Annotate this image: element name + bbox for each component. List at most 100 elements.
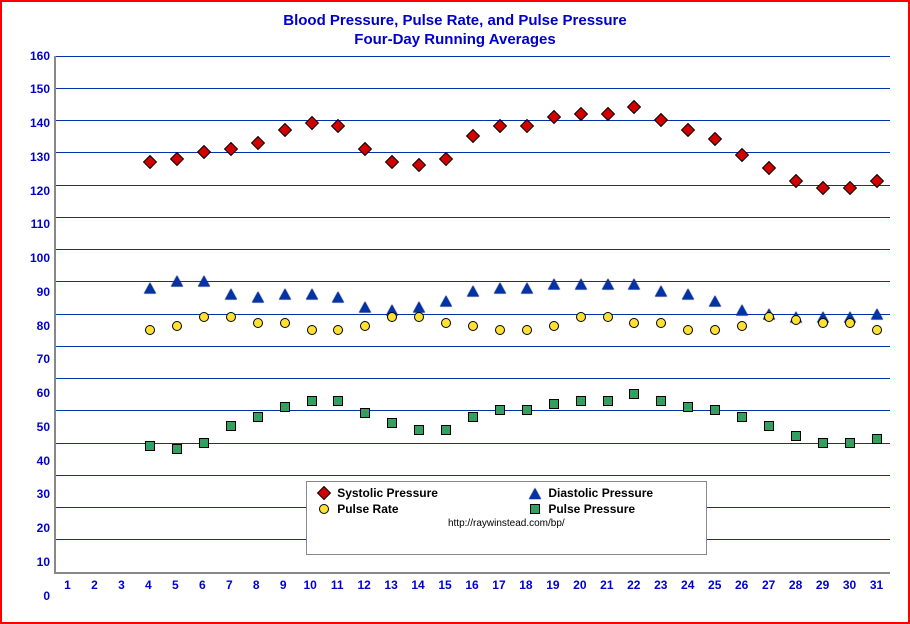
- data-point: [319, 504, 329, 514]
- y-tick-label: 100: [30, 251, 50, 265]
- data-point: [172, 154, 182, 164]
- data-point: [280, 125, 290, 135]
- grid-line: [56, 346, 890, 347]
- data-point: [656, 396, 666, 406]
- data-point: [253, 412, 263, 422]
- data-point: [145, 441, 155, 451]
- legend-swatch: [317, 502, 331, 516]
- legend-label: Pulse Rate: [337, 502, 398, 516]
- data-point: [333, 396, 343, 406]
- data-point: [683, 125, 693, 135]
- data-point: [603, 396, 613, 406]
- x-tick-label: 12: [357, 578, 370, 592]
- x-tick-label: 24: [681, 578, 694, 592]
- data-point: [791, 431, 801, 441]
- data-point: [629, 389, 639, 399]
- x-tick-label: 30: [843, 578, 856, 592]
- data-point: [414, 425, 424, 435]
- data-point: [144, 282, 156, 293]
- data-point: [576, 396, 586, 406]
- y-tick-label: 10: [37, 555, 50, 569]
- data-point: [495, 325, 505, 335]
- data-point: [199, 312, 209, 322]
- y-tick-label: 70: [37, 352, 50, 366]
- data-point: [145, 325, 155, 335]
- grid-line: [56, 56, 890, 57]
- data-point: [655, 285, 667, 296]
- data-point: [145, 157, 155, 167]
- data-point: [468, 412, 478, 422]
- data-point: [172, 444, 182, 454]
- data-point: [253, 138, 263, 148]
- y-tick-label: 50: [37, 420, 50, 434]
- data-point: [791, 315, 801, 325]
- data-point: [737, 150, 747, 160]
- chart-container: Blood Pressure, Pulse Rate, and Pulse Pr…: [0, 0, 910, 624]
- data-point: [872, 325, 882, 335]
- data-point: [226, 421, 236, 431]
- data-point: [656, 318, 666, 328]
- grid-line: [56, 185, 890, 186]
- data-point: [468, 321, 478, 331]
- x-tick-label: 13: [384, 578, 397, 592]
- plot-area: Systolic PressureDiastolic PressurePulse…: [54, 56, 890, 574]
- y-tick-label: 30: [37, 487, 50, 501]
- chart-title: Blood Pressure, Pulse Rate, and Pulse Pr…: [20, 12, 890, 50]
- x-tick-label: 21: [600, 578, 613, 592]
- data-point: [172, 321, 182, 331]
- y-tick-label: 20: [37, 521, 50, 535]
- data-point: [280, 402, 290, 412]
- y-tick-label: 140: [30, 116, 50, 130]
- x-tick-label: 25: [708, 578, 721, 592]
- x-tick-label: 27: [762, 578, 775, 592]
- data-point: [307, 325, 317, 335]
- grid-line: [56, 88, 890, 89]
- data-point: [522, 405, 532, 415]
- x-tick-label: 18: [519, 578, 532, 592]
- data-point: [387, 418, 397, 428]
- legend: Systolic PressureDiastolic PressurePulse…: [306, 481, 706, 555]
- chart-title-line1: Blood Pressure, Pulse Rate, and Pulse Pr…: [283, 12, 626, 29]
- data-point: [359, 302, 371, 313]
- grid-line: [56, 120, 890, 121]
- x-tick-label: 6: [199, 578, 206, 592]
- legend-label: Pulse Pressure: [548, 502, 635, 516]
- data-point: [467, 285, 479, 296]
- data-point: [441, 425, 451, 435]
- x-tick-label: 5: [172, 578, 179, 592]
- data-point: [441, 318, 451, 328]
- data-point: [306, 289, 318, 300]
- plot-column: Systolic PressureDiastolic PressurePulse…: [54, 56, 890, 596]
- legend-swatch: [528, 486, 542, 500]
- data-point: [871, 308, 883, 319]
- y-tick-label: 110: [31, 217, 50, 231]
- data-point: [360, 144, 370, 154]
- x-tick-label: 20: [573, 578, 586, 592]
- data-point: [333, 121, 343, 131]
- data-point: [709, 295, 721, 306]
- legend-grid: Systolic PressureDiastolic PressurePulse…: [317, 486, 695, 516]
- data-point: [818, 438, 828, 448]
- data-point: [441, 154, 451, 164]
- data-point: [253, 318, 263, 328]
- data-point: [279, 289, 291, 300]
- data-point: [549, 112, 559, 122]
- data-point: [791, 176, 801, 186]
- data-point: [629, 318, 639, 328]
- data-point: [468, 131, 478, 141]
- legend-item: Diastolic Pressure: [528, 486, 695, 500]
- data-point: [710, 134, 720, 144]
- data-point: [198, 276, 210, 287]
- data-point: [226, 312, 236, 322]
- legend-label: Diastolic Pressure: [548, 486, 653, 500]
- x-tick-label: 7: [226, 578, 233, 592]
- legend-swatch: [528, 502, 542, 516]
- y-tick-label: 150: [30, 82, 50, 96]
- x-tick-label: 14: [411, 578, 424, 592]
- data-point: [656, 115, 666, 125]
- data-point: [872, 176, 882, 186]
- x-tick-label: 22: [627, 578, 640, 592]
- x-tick-label: 19: [546, 578, 559, 592]
- data-point: [603, 109, 613, 119]
- data-point: [387, 157, 397, 167]
